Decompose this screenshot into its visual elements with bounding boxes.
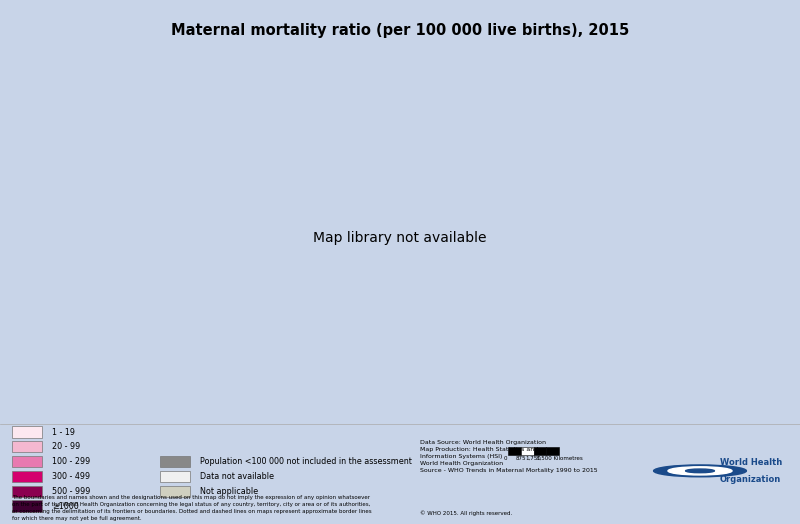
Bar [546, 447, 559, 454]
Text: 1,750: 1,750 [526, 455, 542, 461]
Text: World Health: World Health [720, 458, 782, 467]
Bar [534, 447, 546, 454]
Bar [12, 471, 42, 482]
Text: Not applicable: Not applicable [200, 487, 258, 496]
Circle shape [668, 467, 732, 475]
Circle shape [654, 465, 746, 477]
Text: 0: 0 [504, 455, 507, 461]
Text: 300 - 499: 300 - 499 [52, 472, 90, 481]
Text: 100 - 299: 100 - 299 [52, 457, 90, 466]
Text: 3,500 Kilometres: 3,500 Kilometres [536, 455, 582, 461]
Text: Map library not available: Map library not available [314, 232, 486, 245]
Text: ≥1000: ≥1000 [52, 501, 78, 510]
Text: The boundaries and names shown and the designations used on this map do not impl: The boundaries and names shown and the d… [12, 495, 372, 521]
Bar [12, 500, 42, 512]
Circle shape [686, 469, 714, 473]
Text: Data not available: Data not available [200, 472, 274, 481]
Text: 500 - 999: 500 - 999 [52, 487, 90, 496]
Text: Maternal mortality ratio (per 100 000 live births), 2015: Maternal mortality ratio (per 100 000 li… [171, 23, 629, 38]
Text: Population <100 000 not included in the assessment: Population <100 000 not included in the … [200, 457, 412, 466]
Text: 1 - 19: 1 - 19 [52, 428, 75, 436]
Text: 875: 875 [515, 455, 526, 461]
Bar [12, 456, 42, 467]
Bar [12, 427, 42, 438]
Bar [160, 456, 190, 467]
Text: 20 - 99: 20 - 99 [52, 442, 80, 451]
Bar [521, 447, 534, 454]
Text: Data Source: World Health Organization
Map Production: Health Statistics and
Inf: Data Source: World Health Organization M… [420, 440, 598, 473]
Bar [12, 486, 42, 497]
Text: Organization: Organization [720, 475, 782, 484]
Bar [508, 447, 521, 454]
Bar [160, 471, 190, 482]
Bar [12, 441, 42, 453]
Bar [160, 486, 190, 497]
Text: © WHO 2015. All rights reserved.: © WHO 2015. All rights reserved. [420, 510, 512, 516]
